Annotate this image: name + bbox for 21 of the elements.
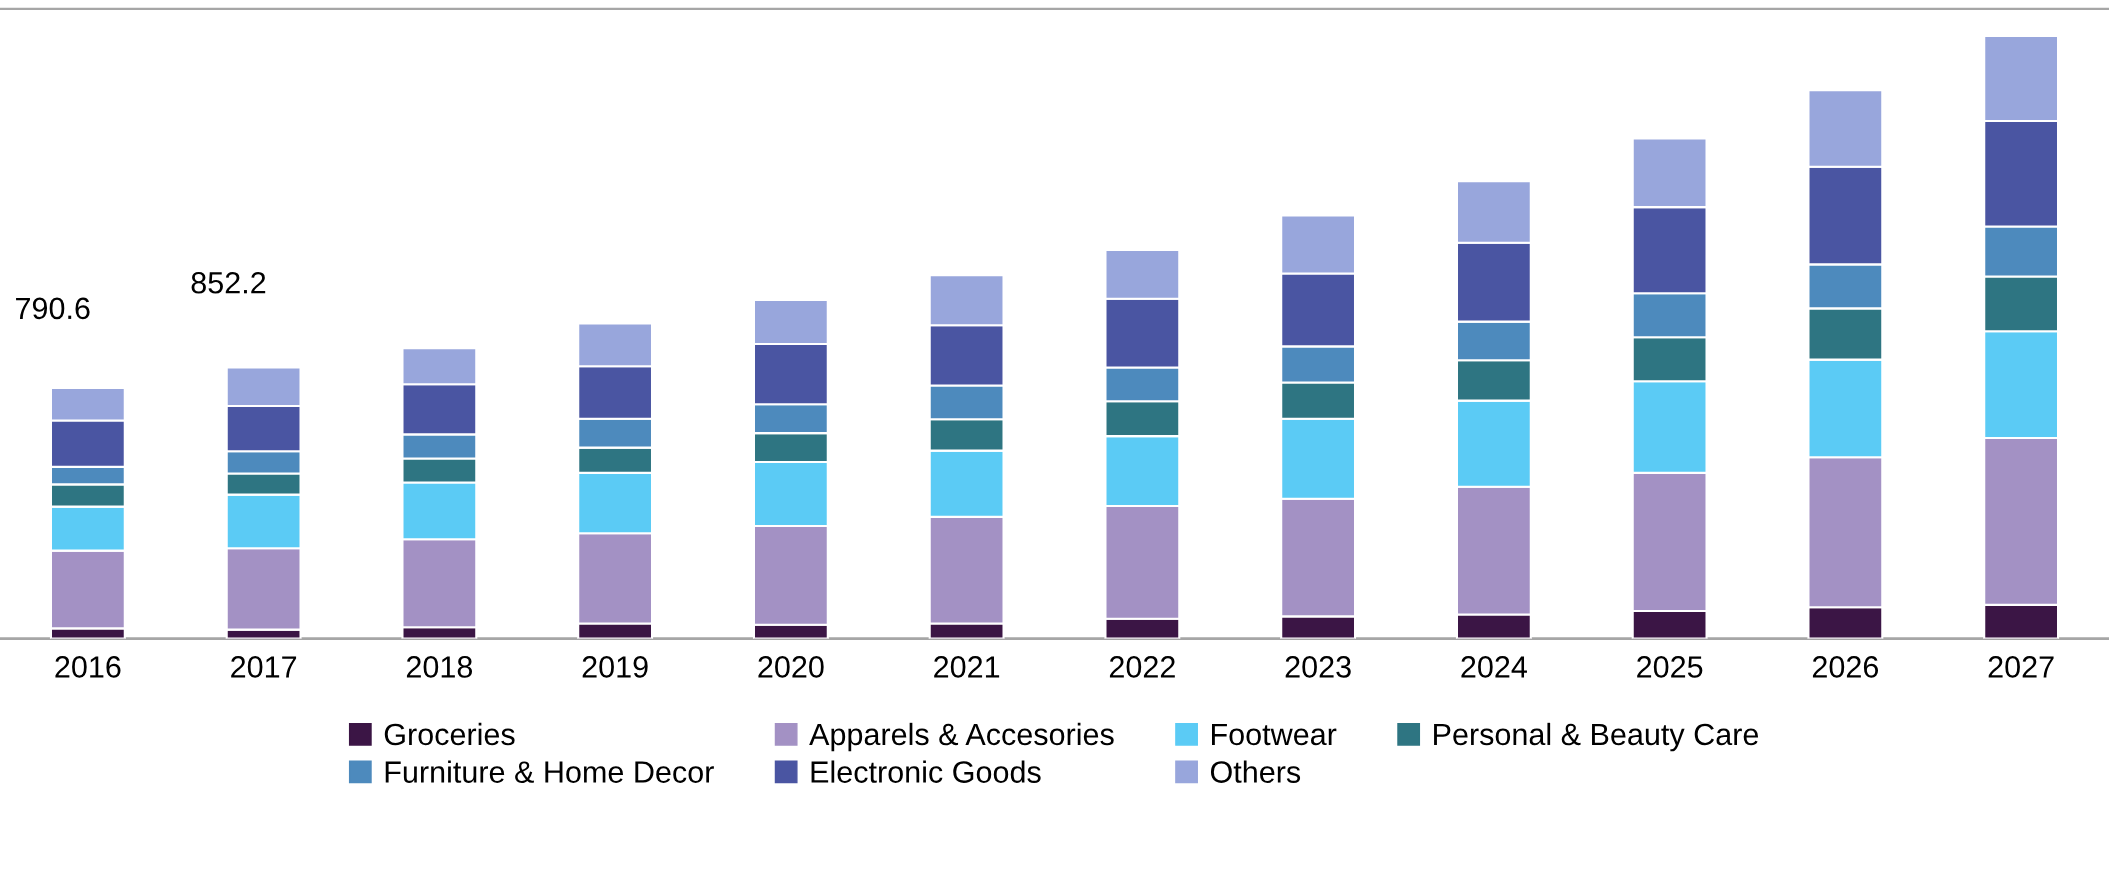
annotation: 790.6 [16,297,90,320]
x-tick-label: 2025 [1637,656,1703,678]
x-tick-label: 2022 [1109,656,1175,678]
x-tick-label: 2024 [1461,656,1527,678]
legend-label: Electronic Goods [811,760,1041,783]
x-tick-label: 2016 [55,656,121,678]
x-tick-label: 2019 [582,656,648,678]
legend-label: Personal & Beauty Care [1434,722,1759,752]
x-tick-label: 2017 [231,656,297,678]
x-tick-label: 2018 [406,656,473,678]
legend-label: Others [1210,760,1301,783]
x-tick-label: 2026 [1812,656,1879,678]
legend-label: Footwear [1212,723,1337,746]
x-tick-label: 2021 [934,656,1000,678]
x-tick-label: 2023 [1285,656,1351,678]
annotation: 852.2 [191,271,266,294]
legend-label: Apparels & Accesories [809,722,1114,752]
legend-label: Groceries [384,722,515,746]
x-tick-label: 2020 [758,656,824,678]
legend-label: Furniture & Home Decor [385,760,714,783]
x-tick-label: 2027 [1988,656,2054,678]
